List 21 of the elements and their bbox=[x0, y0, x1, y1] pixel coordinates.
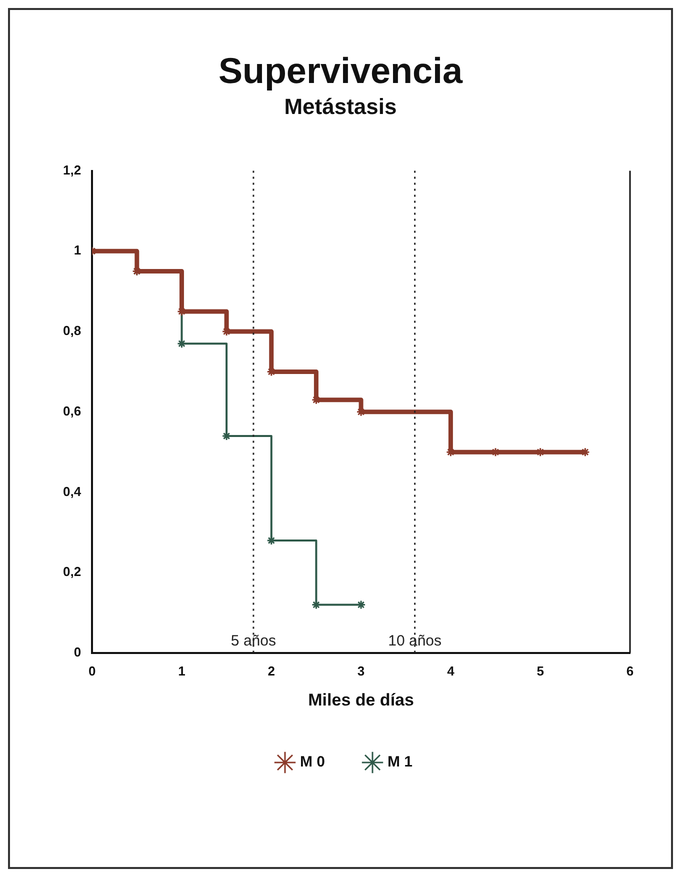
y-tick-label: 1 bbox=[74, 242, 82, 258]
y-tick-label: 0,6 bbox=[62, 403, 82, 418]
ref-line-label: 5 años bbox=[230, 632, 276, 650]
x-tick-label: 4 bbox=[447, 663, 456, 678]
chart-subtitle: Metástasis bbox=[283, 94, 398, 120]
x-tick-label: 1 bbox=[178, 663, 186, 678]
x-tick-label: 3 bbox=[357, 663, 365, 678]
y-tick-label: 0,8 bbox=[62, 323, 82, 338]
chart-title: Supervivencia bbox=[217, 50, 464, 92]
legend-label: M 1 bbox=[388, 754, 413, 771]
legend-label: M 0 bbox=[300, 754, 326, 771]
y-tick-label: 0,4 bbox=[62, 484, 82, 499]
y-tick-label: 1,2 bbox=[62, 162, 82, 178]
y-tick-label: 0 bbox=[74, 644, 82, 660]
x-axis-title: Miles de días bbox=[308, 690, 414, 710]
x-tick-label: 0 bbox=[88, 663, 96, 678]
ref-line-label: 10 años bbox=[388, 632, 442, 650]
x-tick-label: 5 bbox=[536, 663, 544, 678]
y-tick-label: 0,2 bbox=[62, 564, 82, 580]
x-tick-label: 6 bbox=[626, 663, 634, 678]
x-tick-label: 2 bbox=[268, 663, 275, 678]
